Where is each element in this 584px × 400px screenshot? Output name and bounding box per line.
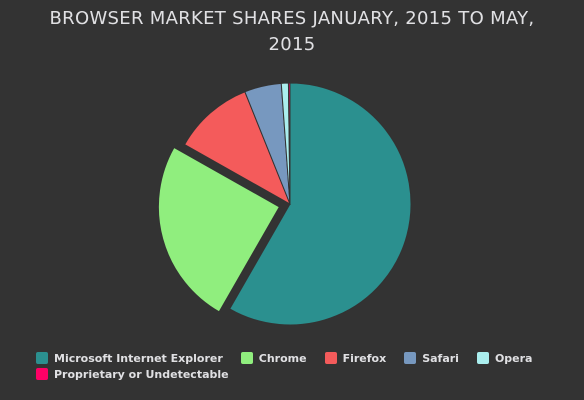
legend-label: Microsoft Internet Explorer — [54, 351, 223, 365]
legend-row-1: Microsoft Internet Explorer Chrome Firef… — [36, 350, 556, 366]
legend-item-firefox[interactable]: Firefox — [324, 351, 387, 365]
legend-row-2: Proprietary or Undetectable — [36, 366, 556, 382]
legend-swatch — [36, 352, 48, 364]
pie-slice-chrome[interactable] — [157, 146, 281, 313]
legend-item-microsoft-internet-explorer[interactable]: Microsoft Internet Explorer — [36, 352, 223, 365]
legend-item-proprietary-or-undetectable[interactable]: Proprietary or Undetectable — [36, 368, 229, 381]
chart-title: BROWSER MARKET SHARES JANUARY, 2015 TO M… — [49, 8, 535, 55]
legend-swatch — [36, 368, 48, 380]
pie-slice-firefox[interactable] — [183, 91, 291, 206]
legend-item-opera[interactable]: Opera — [476, 351, 533, 365]
legend-swatch — [240, 352, 253, 364]
legend-swatch — [324, 352, 337, 364]
legend-label: Chrome — [258, 351, 307, 365]
legend-label: Safari — [422, 351, 459, 365]
pie-slice-microsoft-internet-explorer[interactable] — [229, 82, 412, 326]
legend-swatch — [476, 352, 489, 364]
pie-slice-proprietary-or-undetectable[interactable] — [287, 82, 291, 205]
legend-label: Proprietary or Undetectable — [54, 367, 229, 381]
legend-swatch — [404, 352, 417, 364]
legend-label: Firefox — [342, 351, 387, 365]
legend-item-chrome[interactable]: Chrome — [240, 351, 307, 365]
legend-item-safari[interactable]: Safari — [404, 352, 459, 365]
legend-label: Opera — [494, 351, 533, 365]
legend: Microsoft Internet Explorer Chrome Firef… — [36, 350, 556, 382]
